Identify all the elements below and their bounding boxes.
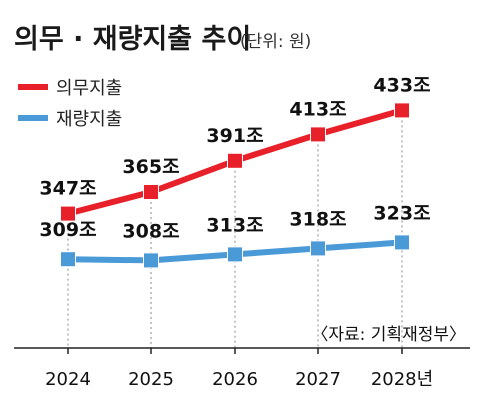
series-layer: 347조 365조 391조 413조 433조 309조 308조 313조 318조 323조 [39,74,431,269]
data-label: 433조 [373,74,430,96]
source-note: 〈자료: 기획재정부〉 [311,325,466,345]
data-label: 413조 [289,98,346,120]
unit-label: (단위: 원) [240,32,311,52]
chart-title: 의무 · 재량지출 추이 [14,24,251,55]
data-point [227,152,243,169]
data-point [394,102,410,119]
data-point [227,246,243,263]
data-point [310,240,326,257]
x-tick-label: 2026 [212,369,258,390]
data-label: 313조 [206,214,263,236]
data-point [60,251,76,268]
data-label: 309조 [39,219,96,241]
data-label: 365조 [122,156,179,178]
data-point [310,126,326,143]
data-point [60,205,76,222]
x-tick-label: 2027 [295,369,341,390]
data-label: 318조 [289,208,346,230]
x-tick-label: 2028년 [371,369,433,390]
legend: 의무지출 재량지출 [18,78,122,130]
x-tick-labels: 2024 2025 2026 2027 2028년 [45,348,433,390]
legend-swatch-mandatory [18,84,48,90]
data-label: 308조 [122,220,179,242]
x-tick-label: 2024 [45,369,91,390]
x-tick-label: 2025 [128,369,174,390]
data-label: 391조 [206,125,263,147]
data-label: 347조 [39,178,96,200]
legend-label-mandatory: 의무지출 [56,78,122,99]
data-label: 323조 [373,202,430,224]
data-point [143,184,159,200]
legend-swatch-discretionary [18,115,48,121]
data-point [394,234,410,251]
data-point [143,252,159,269]
legend-label-discretionary: 재량지출 [56,109,122,130]
